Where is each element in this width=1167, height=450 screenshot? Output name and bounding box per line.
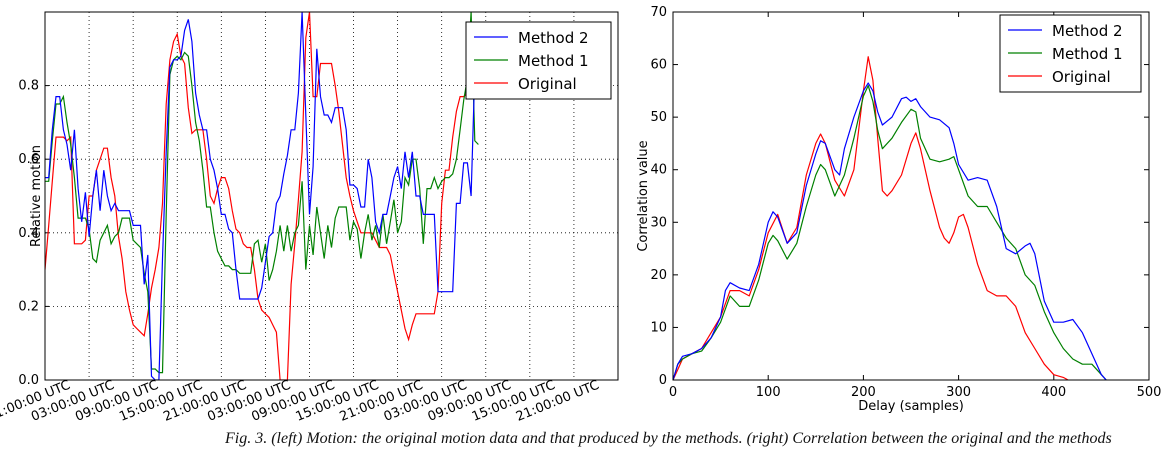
y-tick-label: 70 [650, 5, 667, 20]
left-series-lines [45, 12, 479, 380]
series-line-method-2 [45, 12, 479, 380]
figure-caption: Fig. 3. (left) Motion: the original moti… [225, 430, 1112, 447]
series-line-original [672, 56, 1069, 381]
right-plot-frame [672, 11, 1150, 381]
x-tick-label: 100 [756, 385, 781, 400]
legend-label: Method 1 [1052, 45, 1123, 63]
y-tick-label: 0.2 [18, 299, 39, 314]
x-tick-label: 300 [946, 385, 971, 400]
x-tick-label: 400 [1041, 385, 1066, 400]
series-line-method-2 [672, 82, 1107, 381]
y-tick-label: 0.8 [18, 79, 39, 94]
y-axis-label: Correlation value [636, 140, 651, 251]
y-tick-label: 0.4 [18, 226, 39, 241]
left-plot-frame [44, 11, 619, 381]
y-tick-label: 0.0 [18, 373, 39, 388]
y-tick-label: 10 [650, 320, 667, 335]
y-tick-label: 20 [650, 268, 667, 283]
series-line-method-1 [45, 12, 479, 374]
right-chart-correlation: 0 10 20 30 40 50 60 70 0 100 200 300 400 500 Delay (sa… [636, 5, 1161, 414]
left-grid [45, 12, 618, 381]
legend-label: Original [518, 75, 577, 93]
series-line-original [45, 12, 479, 380]
x-tick-label: 0 [669, 385, 677, 400]
x-tick-label: 500 [1137, 385, 1162, 400]
legend-label: Original [1052, 68, 1111, 86]
y-tick-label: 60 [650, 58, 667, 73]
legend-label: Method 2 [1052, 22, 1123, 40]
x-tick-label: 200 [851, 385, 876, 400]
y-tick-label: 0.6 [18, 152, 39, 167]
y-tick-label: 40 [650, 163, 667, 178]
y-tick-label: 50 [650, 110, 667, 125]
legend-label: Method 1 [518, 52, 589, 70]
y-tick-label: 0 [659, 373, 667, 388]
right-series-lines [672, 56, 1107, 381]
y-axis-label: Relative motion [29, 145, 44, 247]
x-axis-label: Delay (samples) [858, 399, 964, 414]
legend-label: Method 2 [518, 29, 589, 47]
series-line-method-1 [672, 85, 1107, 381]
y-tick-label: 30 [650, 215, 667, 230]
